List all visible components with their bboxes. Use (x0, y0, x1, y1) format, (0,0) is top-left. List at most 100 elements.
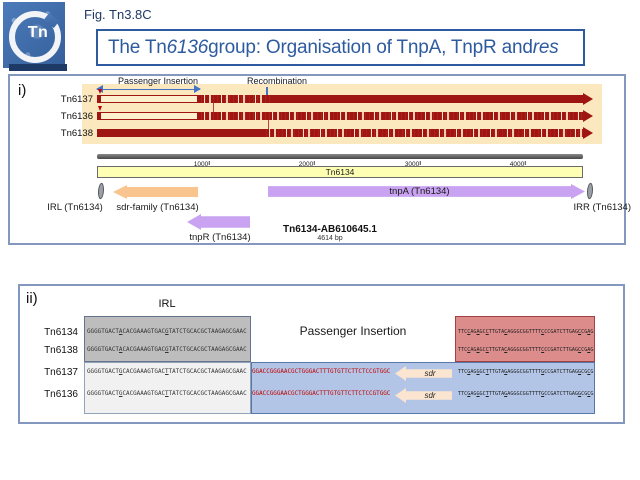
seq-char: T (531, 391, 535, 397)
seq-char: T (165, 391, 169, 397)
seq-char: T (182, 369, 187, 375)
alignment-segment-solid (97, 129, 263, 137)
panel-ii-label: ii) (26, 290, 38, 307)
seq-char: A (553, 347, 557, 353)
irl-sequence-tn6137: GGGGTGACTGCACGAAAGTGACTTATCTGCACGCTAAGAG… (87, 369, 247, 375)
seq-char: A (235, 329, 240, 335)
alignment-segment-solid (272, 95, 583, 103)
seq-char: G (200, 369, 205, 375)
seq-char: C (243, 347, 247, 353)
seq-char: C (464, 329, 468, 335)
seq-char: C (179, 369, 183, 375)
seq-char: G (494, 369, 499, 375)
seq-char: T (461, 369, 465, 375)
seq-char: T (150, 347, 155, 353)
seq-char: A (470, 369, 474, 375)
seq-char: T (538, 329, 542, 335)
seq-char: G (330, 391, 334, 397)
seq-char: T (361, 391, 366, 397)
seq-char: A (126, 347, 130, 353)
seq-char: A (136, 347, 141, 353)
seq-char: G (90, 329, 95, 335)
seq-char: C (482, 329, 486, 335)
seq-char: G (516, 369, 520, 375)
start-flag-icon (98, 89, 102, 94)
seq-char: T (207, 369, 212, 375)
seq-char: C (228, 369, 233, 375)
seq-char: T (491, 329, 495, 335)
seq-char: T (207, 329, 212, 335)
irl-header: IRL (158, 298, 176, 310)
seq-char: C (365, 391, 370, 397)
seq-char: G (522, 391, 526, 397)
panel-ii-alignment: ii) IRL Passenger Insertion Tn6134 Tn613… (18, 284, 625, 424)
seq-char: A (239, 391, 244, 397)
seq-char: G (154, 347, 158, 353)
tn6134-res-box (455, 316, 595, 362)
alignment-track-tn6138 (97, 127, 593, 139)
seq-char: G (232, 369, 236, 375)
passenger-sequence-tn6137: GGACCGGGAACGCTGGGACTTTGTGTTCTTCTCCGTGGC (252, 369, 390, 375)
seq-char: T (101, 369, 105, 375)
seq-char: G (494, 347, 499, 353)
panel-i-map: i) Passenger Insertion Recombination Tn6… (8, 74, 631, 245)
seq-char: G (273, 391, 277, 397)
tn6134-span-label: Tn6134 (325, 167, 355, 177)
seq-char: G (479, 347, 483, 353)
seq-char: G (568, 329, 572, 335)
seq-char: A (108, 391, 112, 397)
accession-label: Tn6134-AB610645.1 (283, 224, 377, 235)
seq-char: A (172, 369, 176, 375)
seq-char: C (243, 369, 247, 375)
seq-char: G (383, 369, 387, 375)
seq-char: G (568, 369, 572, 375)
seq-char: A (136, 329, 141, 335)
seq-char: A (501, 347, 505, 353)
seq-char: A (587, 347, 591, 353)
seq-char: G (584, 329, 588, 335)
seq-char: T (556, 347, 560, 353)
seq-char: C (179, 329, 183, 335)
seq-char: G (218, 369, 222, 375)
seq-char: A (108, 347, 112, 353)
seq-char: G (218, 391, 222, 397)
seq-char: T (354, 369, 359, 375)
seq-char: G (186, 369, 190, 375)
seq-char: G (550, 329, 554, 335)
seq-char: A (211, 391, 215, 397)
seq-char: A (312, 391, 316, 397)
seq-char: G (186, 329, 190, 335)
seq-char: A (126, 391, 130, 397)
seq-char: C (578, 329, 582, 335)
seq-char: T (488, 369, 492, 375)
seq-char: C (519, 391, 523, 397)
seq-char: A (470, 347, 474, 353)
seq-char: A (157, 369, 162, 375)
seq-char: T (534, 329, 539, 335)
alignment-segment-speckled (198, 95, 272, 103)
seq-char: T (565, 391, 569, 397)
seq-char: G (90, 347, 95, 353)
seq-char: G (473, 369, 477, 375)
seq-char: T (488, 329, 492, 335)
seq-char: T (168, 369, 173, 375)
seq-char: T (458, 369, 462, 375)
seq-char: C (347, 369, 352, 375)
track-arrowhead-icon (583, 93, 593, 105)
seq-char: T (319, 391, 323, 397)
seq-char: G (87, 347, 91, 353)
seq-char: G (513, 369, 517, 375)
seq-char: G (133, 391, 137, 397)
seq-char: G (269, 369, 274, 375)
seq-char: G (104, 369, 109, 375)
seq-char: T (376, 369, 380, 375)
seq-char: C (287, 369, 292, 375)
seq-char: T (458, 347, 462, 353)
seq-char: T (168, 329, 173, 335)
seq-char: C (122, 347, 127, 353)
seq-char: G (479, 369, 483, 375)
seq-char: G (516, 347, 520, 353)
seq-char: G (225, 347, 229, 353)
seq-char: G (473, 329, 477, 335)
